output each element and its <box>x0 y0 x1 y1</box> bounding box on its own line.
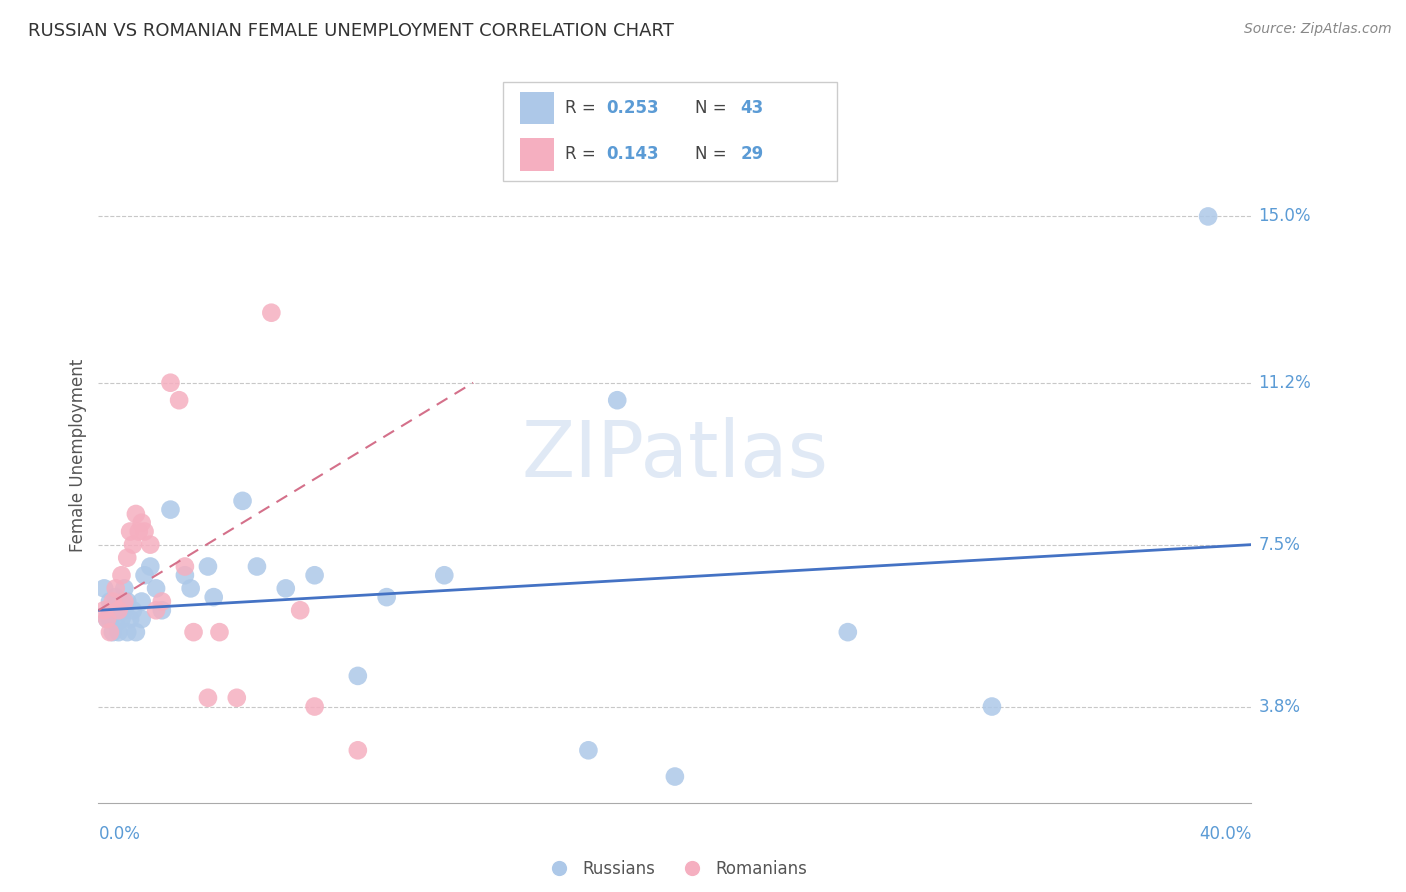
Point <box>274 582 297 596</box>
Point <box>120 612 142 626</box>
Point <box>96 612 118 626</box>
Y-axis label: Female Unemployment: Female Unemployment <box>69 359 87 551</box>
Text: 3.8%: 3.8% <box>1258 698 1301 715</box>
Point <box>304 699 326 714</box>
Point <box>231 494 254 508</box>
Point <box>104 616 127 631</box>
Point <box>98 594 121 608</box>
Point <box>174 568 197 582</box>
Point <box>98 612 121 626</box>
Text: 0.253: 0.253 <box>606 99 658 117</box>
Point <box>260 306 283 320</box>
Text: 29: 29 <box>741 145 763 163</box>
Point <box>101 594 124 608</box>
Point <box>150 603 173 617</box>
Point <box>159 376 181 390</box>
Point <box>131 516 153 530</box>
Legend: Russians, Romanians: Russians, Romanians <box>536 854 814 885</box>
Point <box>150 594 173 608</box>
Point <box>98 625 121 640</box>
Point <box>290 603 312 617</box>
Point <box>122 538 145 552</box>
Point <box>202 590 225 604</box>
Point <box>107 603 129 617</box>
Point <box>112 582 135 596</box>
Point <box>433 568 456 582</box>
Text: R =: R = <box>565 99 600 117</box>
Text: ZIPatlas: ZIPatlas <box>522 417 828 493</box>
Point <box>128 524 150 539</box>
Point <box>110 568 132 582</box>
Point <box>981 699 1004 714</box>
Point <box>664 770 686 784</box>
Point <box>346 743 368 757</box>
Point <box>225 690 247 705</box>
Point <box>197 690 219 705</box>
Point <box>110 612 132 626</box>
Point <box>159 502 181 516</box>
Bar <box>520 92 554 124</box>
Point <box>112 603 135 617</box>
Point <box>110 594 132 608</box>
FancyBboxPatch shape <box>502 82 837 181</box>
Text: 7.5%: 7.5% <box>1258 535 1301 554</box>
Point <box>104 590 127 604</box>
Point <box>346 669 368 683</box>
Text: N =: N = <box>696 99 733 117</box>
Point <box>375 590 398 604</box>
Point <box>117 594 138 608</box>
Point <box>139 559 162 574</box>
Text: 0.143: 0.143 <box>606 145 658 163</box>
Point <box>125 625 148 640</box>
Point <box>837 625 859 640</box>
Point <box>93 603 115 617</box>
Point <box>112 594 135 608</box>
Point <box>606 393 628 408</box>
Point <box>180 582 202 596</box>
Point <box>197 559 219 574</box>
Point <box>131 612 153 626</box>
Text: RUSSIAN VS ROMANIAN FEMALE UNEMPLOYMENT CORRELATION CHART: RUSSIAN VS ROMANIAN FEMALE UNEMPLOYMENT … <box>28 22 673 40</box>
Point <box>122 603 145 617</box>
Point <box>145 582 167 596</box>
Point <box>117 625 138 640</box>
Point <box>174 559 197 574</box>
Bar <box>520 137 554 170</box>
Point <box>107 603 129 617</box>
Point <box>107 625 129 640</box>
Point <box>104 582 127 596</box>
Point <box>304 568 326 582</box>
Point <box>117 550 138 565</box>
Text: R =: R = <box>565 145 600 163</box>
Point <box>183 625 205 640</box>
Point <box>134 524 156 539</box>
Point <box>120 524 142 539</box>
Text: 11.2%: 11.2% <box>1258 374 1312 392</box>
Text: 15.0%: 15.0% <box>1258 208 1310 226</box>
Point <box>1197 210 1219 224</box>
Point <box>96 612 118 626</box>
Point <box>246 559 269 574</box>
Point <box>131 594 153 608</box>
Point <box>578 743 600 757</box>
Text: N =: N = <box>696 145 733 163</box>
Text: 0.0%: 0.0% <box>98 825 141 843</box>
Point <box>167 393 190 408</box>
Point <box>125 507 148 521</box>
Point <box>134 568 156 582</box>
Text: 40.0%: 40.0% <box>1199 825 1251 843</box>
Point <box>208 625 231 640</box>
Point <box>101 603 124 617</box>
Point <box>101 625 124 640</box>
Point <box>139 538 162 552</box>
Text: Source: ZipAtlas.com: Source: ZipAtlas.com <box>1244 22 1392 37</box>
Point <box>93 582 115 596</box>
Text: 43: 43 <box>741 99 763 117</box>
Point <box>145 603 167 617</box>
